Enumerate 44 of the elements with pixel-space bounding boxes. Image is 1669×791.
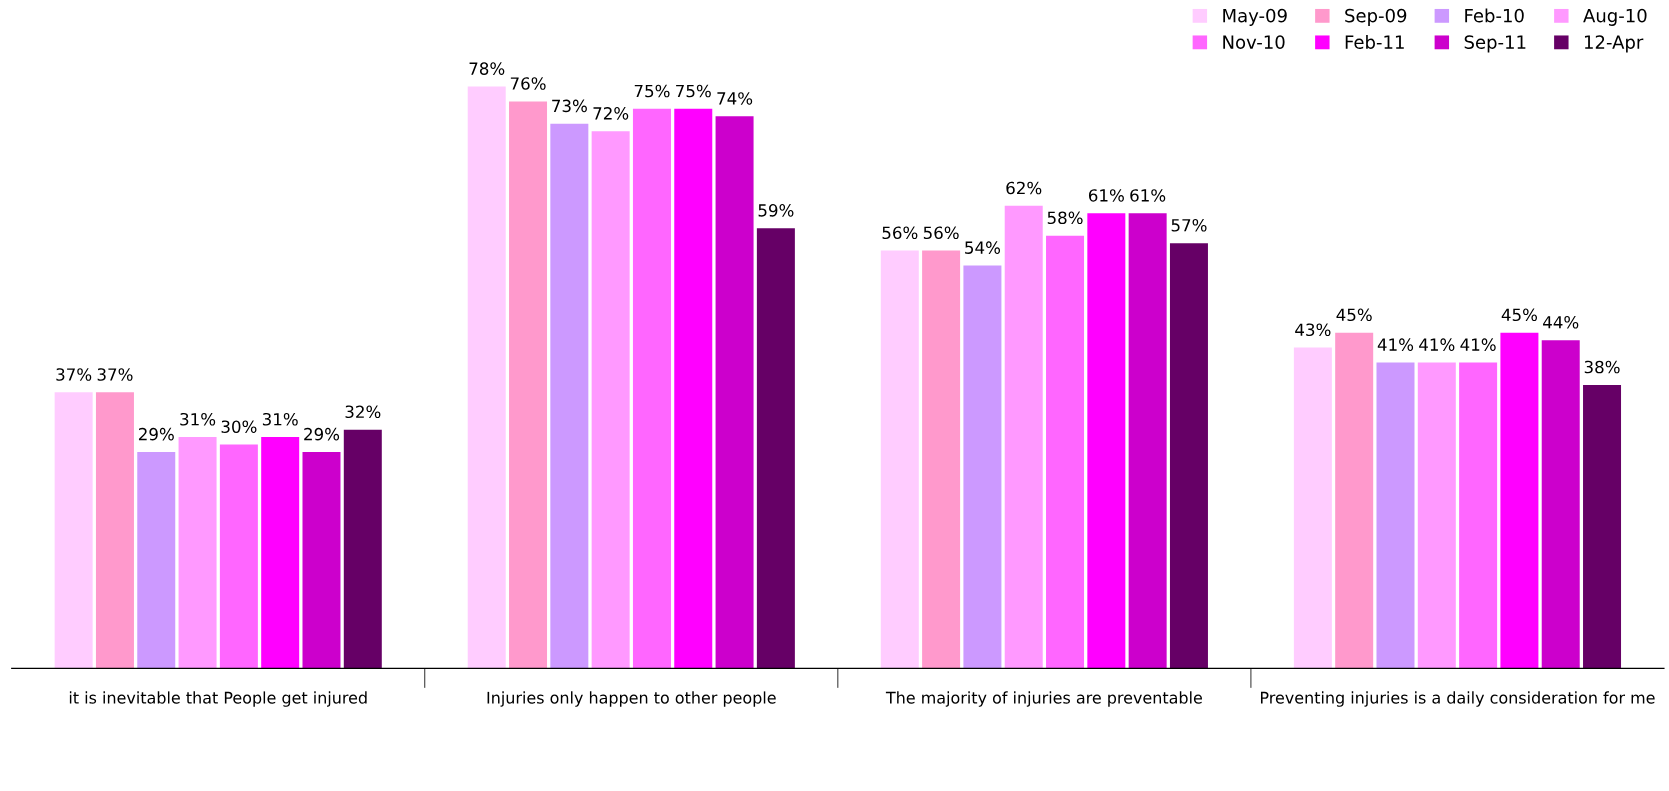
legend-label: Sep-11 xyxy=(1464,35,1526,53)
data-label: 62% xyxy=(1006,181,1042,195)
legend-label: Sep-09 xyxy=(1345,8,1407,26)
data-label: 37% xyxy=(97,368,133,381)
data-label: 73% xyxy=(552,99,587,113)
data-label: 45% xyxy=(1336,308,1372,322)
data-label: 76% xyxy=(510,77,546,90)
data-label: 78% xyxy=(469,62,505,75)
data-label: 61% xyxy=(1130,189,1166,202)
data-label: 44% xyxy=(1543,315,1579,329)
legend-label: Feb-11 xyxy=(1345,34,1404,49)
x-tick-label: Preventing injuries is a daily consideration for me xyxy=(1260,691,1655,707)
data-label: 29% xyxy=(304,427,340,441)
data-label: 31% xyxy=(180,412,216,426)
data-label: 29% xyxy=(138,427,174,441)
data-label: 59% xyxy=(758,204,794,217)
legend-label: 12-Apr xyxy=(1584,35,1644,53)
legend-label: May-09 xyxy=(1223,8,1287,26)
data-label: 41% xyxy=(1460,338,1496,351)
data-label: 41% xyxy=(1377,338,1414,351)
data-label: 37% xyxy=(56,368,92,381)
x-tick-label: The majority of injuries are preventable xyxy=(885,691,1202,707)
x-tick-label: it is inevitable that People get injured xyxy=(69,691,367,707)
data-label: 38% xyxy=(1584,360,1620,374)
data-label: 75% xyxy=(676,84,711,98)
data-label: 30% xyxy=(221,420,257,434)
data-label: 41% xyxy=(1419,338,1455,351)
data-label: 61% xyxy=(1088,189,1124,202)
data-label: 72% xyxy=(593,107,629,120)
data-label: 32% xyxy=(345,405,381,419)
data-label: 75% xyxy=(634,84,670,98)
x-tick-label: Injuries only happen to other people xyxy=(487,691,776,707)
legend-label: Nov-10 xyxy=(1223,35,1285,49)
legend-label: Aug-10 xyxy=(1583,8,1647,26)
data-label: 57% xyxy=(1171,218,1207,232)
data-label: 58% xyxy=(1047,211,1083,225)
data-label: 43% xyxy=(1295,323,1331,337)
data-label: 45% xyxy=(1501,308,1538,322)
data-label: 56% xyxy=(882,226,918,240)
legend-label: Feb-10 xyxy=(1465,8,1524,23)
data-label: 54% xyxy=(965,241,1001,254)
data-label: 74% xyxy=(717,92,753,105)
data-label: 31% xyxy=(262,412,298,426)
data-label: 56% xyxy=(923,226,959,240)
